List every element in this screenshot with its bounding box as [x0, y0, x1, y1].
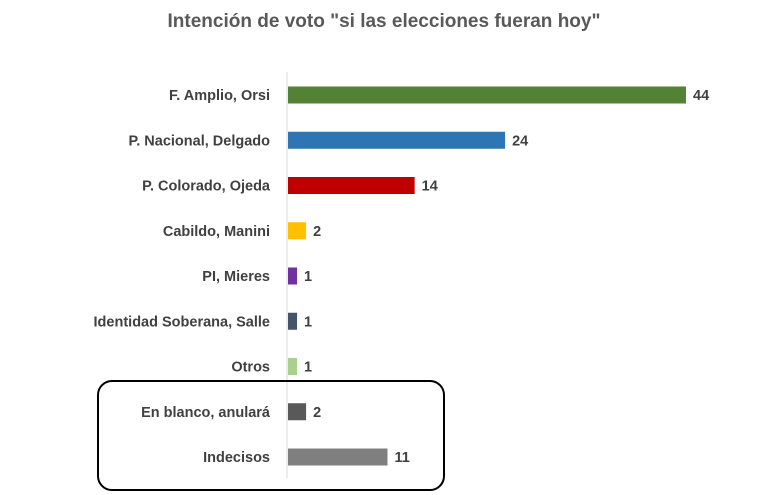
category-label-p-colorado-ojeda: P. Colorado, Ojeda [142, 179, 271, 195]
bar-pi-mieres [288, 267, 298, 285]
category-label-identidad-soberana-salle: Identidad Soberana, Salle [94, 314, 270, 330]
category-label-cabildo-manini: Cabildo, Manini [163, 224, 270, 240]
bar-f-amplio-orsi [288, 86, 686, 104]
category-label-indecisos: Indecisos [203, 450, 270, 466]
category-label-otros: Otros [231, 360, 270, 376]
chart-title: Intención de voto "si las elecciones fue… [168, 11, 601, 32]
value-label-p-nacional-delgado: 24 [512, 133, 528, 149]
category-label-en-blanco-anulara: En blanco, anulará [141, 405, 271, 421]
value-label-identidad-soberana-salle: 1 [304, 314, 312, 330]
bars-layer: F. Amplio, Orsi 44 P. Nacional, Delgado 24 P… [94, 86, 709, 466]
bar-p-colorado-ojeda [288, 177, 415, 194]
highlight-box [97, 380, 445, 491]
bar-indecisos [288, 448, 388, 466]
bar-cabildo-manini [288, 222, 307, 240]
value-label-pi-mieres: 1 [304, 269, 312, 285]
value-label-en-blanco-anulara: 2 [313, 405, 321, 421]
value-label-otros: 1 [304, 360, 312, 376]
category-label-pi-mieres: PI, Mieres [202, 269, 270, 285]
value-label-cabildo-manini: 2 [313, 224, 321, 240]
bar-en-blanco-anulara [288, 403, 307, 421]
bar-identidad-soberana-salle [288, 312, 298, 330]
value-label-indecisos: 11 [395, 450, 410, 466]
category-label-f-amplio-orsi: F. Amplio, Orsi [169, 88, 270, 104]
bar-otros [288, 358, 298, 375]
value-label-p-colorado-ojeda: 14 [422, 179, 438, 195]
bar-p-nacional-delgado [288, 131, 506, 149]
value-label-f-amplio-orsi: 44 [693, 88, 709, 104]
category-label-p-nacional-delgado: P. Nacional, Delgado [128, 133, 270, 149]
